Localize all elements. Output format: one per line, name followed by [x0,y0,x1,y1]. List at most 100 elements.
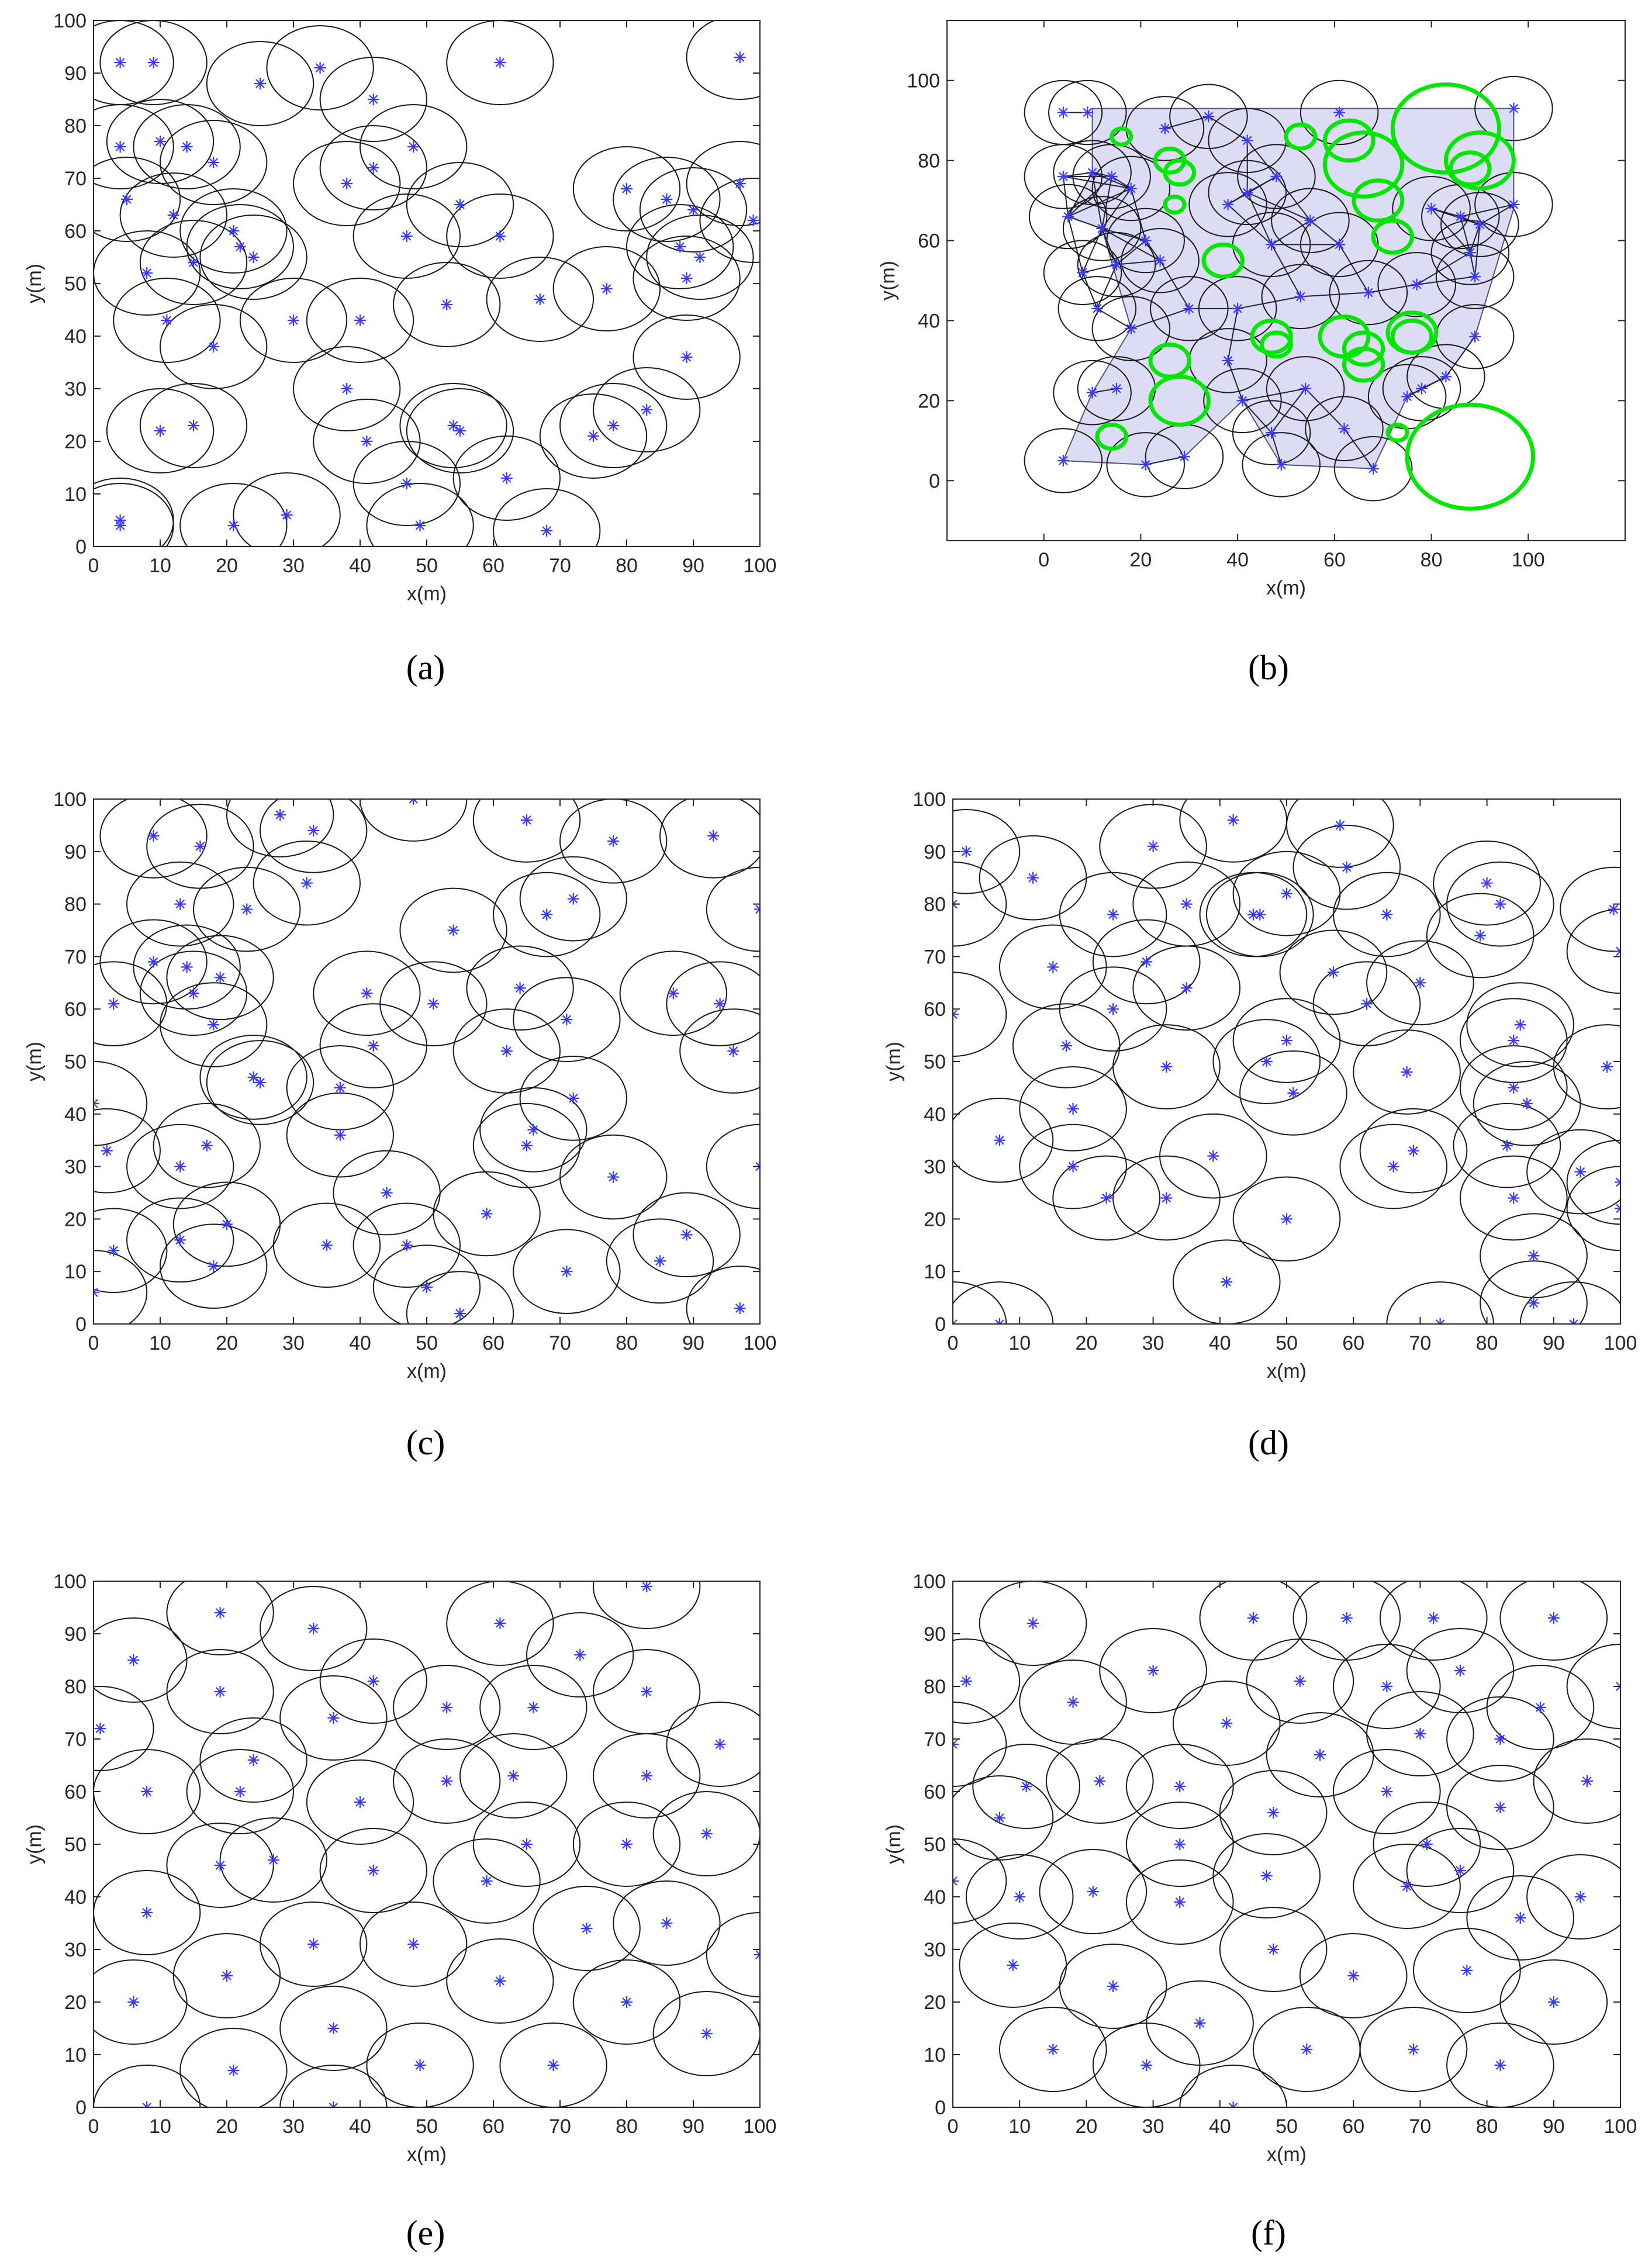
panel-e: 0 10 20 30 40 50 60 70 80 90 100 0 10 20 30 40 50 60 70 80 9… [23,1571,776,2166]
sensor-marker [1527,1297,1540,1309]
sensor-marker [734,1302,746,1315]
sensor-marker [1281,887,1292,900]
y-axis-label: y(m) [23,264,46,303]
sensing-circle [559,383,668,468]
sensor-marker [1401,1880,1413,1892]
x-tick-label: 50 [416,1332,438,1354]
x-tick-label: 80 [1476,1332,1498,1354]
x-axis-label: x(m) [1267,2144,1307,2166]
sensor-marker [714,998,726,1010]
sensing-circle [1459,1155,1568,1241]
sensor-marker [1159,122,1171,134]
y-tick-label: 80 [64,115,87,137]
sensor-marker [1501,1139,1513,1152]
y-tick-label: 40 [64,1104,87,1126]
x-tick-label: 100 [1512,549,1545,571]
sensor-marker [521,814,533,826]
sensing-circle [1499,1581,1608,1661]
sensor-marker [1454,1665,1466,1676]
x-tick-label: 90 [1543,2115,1565,2138]
coverage-hole [1322,130,1405,199]
sensor-marker [1057,171,1069,182]
sensor-marker [700,2028,713,2039]
sensing-circle [94,1208,168,1294]
sensor-marker [234,1786,246,1797]
sensor-marker [1105,171,1118,182]
coverage-hole [1095,422,1129,451]
sensing-circle [472,1102,581,1188]
sensing-circle [466,945,574,1031]
sensor-marker [1574,1166,1587,1178]
y-axis-label: y(m) [877,261,899,300]
sensing-circle [979,1581,1087,1666]
y-tick-label: 90 [64,841,87,863]
sensing-circle [479,1087,587,1173]
sensing-circle [686,141,760,226]
sensing-circle [406,162,514,247]
sensor-marker [94,1287,99,1299]
sensing-circle [513,1229,621,1315]
sensing-circle [199,1035,307,1120]
sensor-marker [1367,462,1380,475]
x-tick-label: 40 [349,1332,371,1354]
sensor-marker [334,1081,346,1094]
x-tick-label: 30 [1142,1332,1164,1354]
sensing-circle [119,172,227,258]
sensor-marker [1154,254,1166,267]
sensing-circle [706,1912,760,1997]
sensor-marker [1227,2101,1239,2107]
y-tick-label: 50 [64,1051,87,1073]
coverage-hole [1352,178,1405,223]
sensing-circle [1279,929,1388,1015]
triangulation-edge [1247,176,1277,193]
sensing-circle [133,104,241,189]
sensing-circle [406,1271,514,1324]
sensing-circle [633,314,741,400]
sensing-circle [1392,176,1471,241]
sensing-circle [1232,400,1311,465]
sensing-circle [953,1638,1021,1724]
x-tick-label: 100 [1604,2115,1637,2138]
x-tick-label: 50 [416,555,438,577]
sensing-circle [1169,84,1248,150]
sensor-marker [208,1019,220,1031]
x-tick-label: 80 [616,1332,638,1354]
x-tick-label: 30 [282,2115,305,2138]
sensing-circle [94,1108,161,1194]
x-tick-label: 30 [1142,2115,1164,2138]
sensing-circle [1339,1123,1448,1209]
sensor-marker [421,1281,433,1294]
sensing-circle [559,799,668,884]
sensor-marker [307,1623,320,1634]
sensor-marker [441,1775,453,1787]
sensor-marker [1221,1276,1233,1288]
sensing-circle [646,215,754,300]
sensor-marker [494,1975,506,1987]
sensor-marker [1514,1912,1526,1924]
sensor-marker [1428,1612,1440,1624]
y-tick-label: 60 [64,220,87,243]
y-tick-label: 60 [64,998,87,1021]
sensor-marker [354,1796,366,1808]
sensor-marker [734,51,746,63]
sensor-marker [1081,106,1094,119]
sensor-marker [161,314,173,326]
sensor-marker [1334,819,1346,831]
sensing-circle [239,278,348,363]
sensor-marker [114,520,126,531]
sensor-marker [327,2023,340,2034]
sensing-circle [592,367,701,452]
triangulation-edge [1246,140,1277,177]
y-tick-label: 80 [64,894,87,916]
sensor-marker [641,1770,653,1782]
x-tick-label: 30 [282,555,305,577]
sensing-circle [1353,1844,1461,1929]
x-tick-label: 40 [1209,1332,1231,1354]
y-tick-label: 100 [53,1571,87,1593]
sensing-circle [160,304,268,389]
sensing-circle [1219,1770,1328,1855]
sensing-circle [372,1244,481,1324]
sensor-marker [953,1008,959,1021]
sensor-marker [1067,1160,1079,1173]
sensor-marker [127,1996,140,2008]
